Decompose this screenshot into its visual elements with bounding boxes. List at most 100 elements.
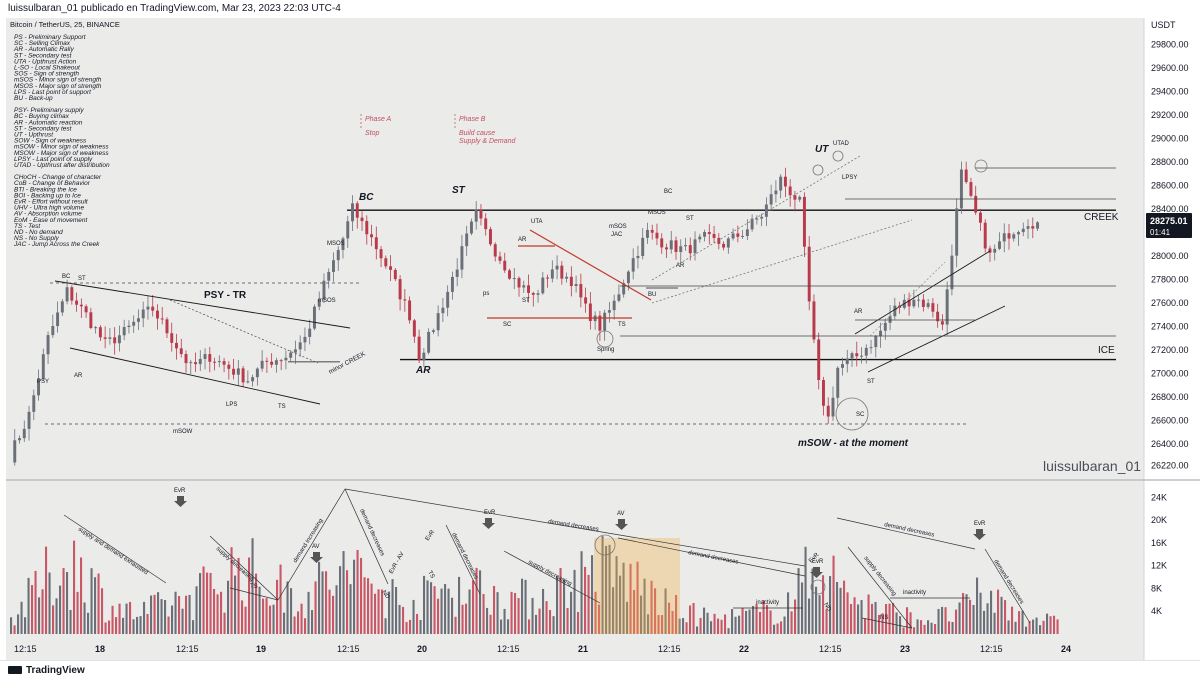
va-ts: TS xyxy=(250,584,258,590)
volume-bar xyxy=(678,618,681,634)
volume-bar xyxy=(636,561,639,634)
label-msos2: MSOS xyxy=(327,241,345,247)
volume-bar xyxy=(587,574,590,634)
price-tick-label: 26800.00 xyxy=(1151,392,1189,402)
volume-bar xyxy=(633,590,636,634)
candle-up xyxy=(312,306,316,329)
candle-down xyxy=(279,360,283,362)
volume-bar xyxy=(398,604,401,634)
volume-bar xyxy=(325,571,328,634)
legend-line: UTAD - Upthrust after distribution xyxy=(14,162,110,169)
price-tick-label: 29800.00 xyxy=(1151,39,1189,49)
volume-bar xyxy=(846,592,849,634)
volume-bar xyxy=(356,550,359,634)
legend-line: LPS - Last point of support xyxy=(14,89,92,96)
volume-bar xyxy=(80,557,83,634)
time-tick-label: 12:15 xyxy=(337,644,360,654)
volume-bar xyxy=(468,589,471,634)
volume-bar xyxy=(619,575,622,634)
label-utad: UTAD xyxy=(833,141,850,147)
psy-tr-label: PSY - TR xyxy=(204,290,247,301)
candle-up xyxy=(51,326,55,336)
volume-bar xyxy=(1021,610,1024,634)
volume-bar xyxy=(696,626,699,634)
candle-up xyxy=(203,354,207,359)
volume-bar xyxy=(556,576,559,634)
candle-down xyxy=(821,380,825,406)
volume-bar xyxy=(563,579,566,634)
candle-down xyxy=(722,243,726,248)
volume-bar xyxy=(535,614,538,634)
candle-up xyxy=(431,330,435,332)
candle-up xyxy=(698,236,702,240)
candle-up xyxy=(198,358,202,365)
legend-line: UT - Upthrust xyxy=(14,132,54,139)
recovery-channel-lower xyxy=(867,305,1006,373)
volume-bar xyxy=(97,573,100,634)
candle-up xyxy=(289,352,293,358)
candle-up xyxy=(603,312,607,331)
candle-up xyxy=(760,216,764,219)
candle-down xyxy=(75,300,79,305)
candle-down xyxy=(113,337,117,344)
price-small-labels: BC ST PSY AR mSOW LPS TS mSOS MSOS ps SC… xyxy=(37,141,875,435)
volume-bar xyxy=(188,594,191,634)
price-tick-label: 27800.00 xyxy=(1151,275,1189,285)
volume-bar xyxy=(657,615,660,634)
volume-bar xyxy=(426,580,429,634)
legend-line: EvR - Effort without result xyxy=(14,199,89,206)
candle-down xyxy=(208,354,212,362)
candle-up xyxy=(1017,232,1020,235)
candle-down xyxy=(921,299,925,307)
volume-bar xyxy=(755,603,758,634)
candle-up xyxy=(841,364,844,368)
volume-bar xyxy=(1014,621,1017,634)
candle-up xyxy=(926,303,930,307)
legend-line: SC - Selling Climax xyxy=(14,40,71,47)
candle-down xyxy=(479,209,483,219)
volume-bar xyxy=(976,577,979,634)
label-jac: JAC xyxy=(611,232,623,238)
volume-bar xyxy=(1039,625,1042,634)
volume-bar xyxy=(458,576,461,634)
candle-down xyxy=(408,300,412,321)
candle-up xyxy=(874,336,878,348)
candle-up xyxy=(845,358,849,365)
label-msos3: mSOS xyxy=(609,224,627,230)
tradingview-logo[interactable]: TradingView xyxy=(8,665,85,676)
candle-up xyxy=(341,238,345,250)
volume-bar xyxy=(493,585,496,634)
volume-bar xyxy=(542,588,545,634)
label-sc2: SC xyxy=(856,412,865,418)
candle-up xyxy=(798,196,802,200)
volume-bar xyxy=(993,612,996,634)
label-ar1: AR xyxy=(74,373,83,379)
volume-bar xyxy=(332,595,335,634)
volume-bar xyxy=(531,597,534,634)
volume-bar xyxy=(650,580,653,634)
candle-up xyxy=(864,347,868,356)
label-ps: ps xyxy=(483,291,489,297)
candle-up xyxy=(512,278,516,280)
volume-bar xyxy=(143,601,146,634)
volume-bar xyxy=(1046,613,1049,634)
candle-up xyxy=(298,342,302,350)
volume-bar xyxy=(384,618,387,634)
candle-up xyxy=(141,309,145,319)
volume-bar xyxy=(783,616,786,634)
candle-up xyxy=(308,328,312,337)
price-tick-label: 28800.00 xyxy=(1151,157,1189,167)
volume-bar xyxy=(76,591,79,634)
candle-up xyxy=(693,239,697,254)
volume-bar xyxy=(83,602,86,634)
legend-line: mSOW - Minor sign of weakness xyxy=(14,144,109,151)
chart-area[interactable]: 26220.00 26400.00 26600.00 26800.00 27000.00… xyxy=(0,18,1200,660)
candle-down xyxy=(265,360,269,362)
volume-bar xyxy=(853,597,856,634)
volume-bar xyxy=(958,602,961,634)
candle-up xyxy=(246,381,250,383)
va-arrow-evr6 xyxy=(810,567,823,578)
candle-up xyxy=(122,327,126,336)
candle-down xyxy=(213,361,217,363)
candle-down xyxy=(665,247,668,250)
